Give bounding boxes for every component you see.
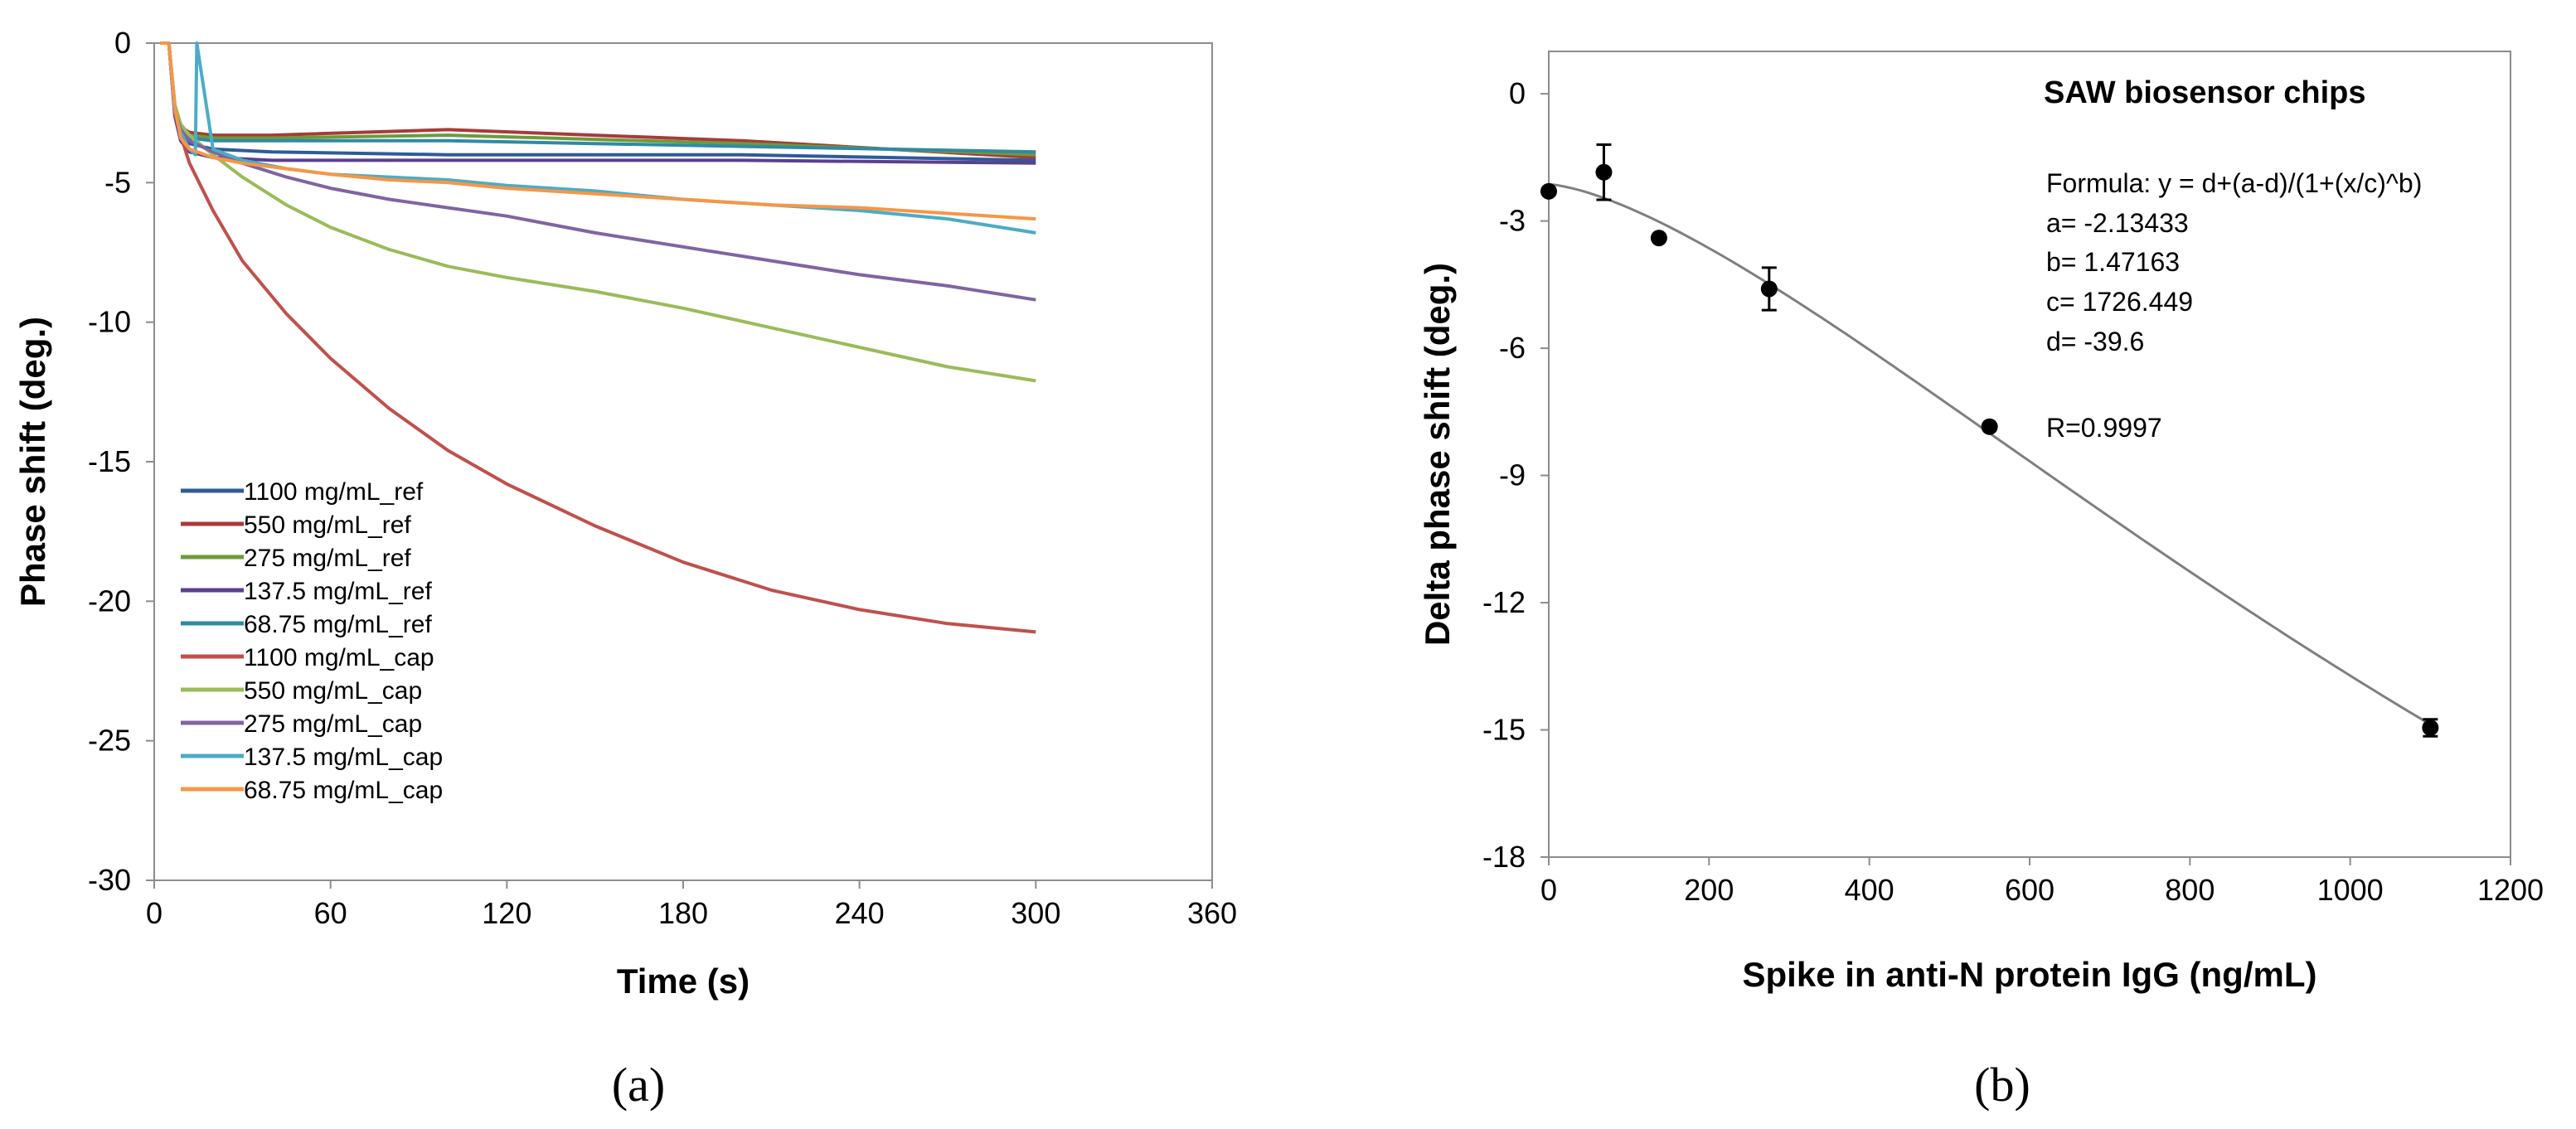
- chart-b-xtick-label: 0: [1540, 873, 1557, 907]
- chart-b-annotation-line: d= -39.6: [2046, 327, 2144, 356]
- chart-a-xtick-label: 0: [146, 896, 163, 930]
- chart-a-ytick-label: -10: [88, 305, 131, 339]
- chart-b-xtick-label: 800: [2165, 873, 2215, 907]
- chart-a-xtick-label: 300: [1011, 896, 1060, 930]
- chart-a-xtick-label: 240: [835, 896, 885, 930]
- chart-a-legend-label: 550 mg/mL_cap: [244, 677, 422, 705]
- chart-a-legend-label: 275 mg/mL_ref: [244, 545, 411, 572]
- chart-b-title: SAW biosensor chips: [2044, 75, 2366, 110]
- chart-b-xtick-label: 200: [1684, 873, 1734, 907]
- chart-b-annotations: Formula: y = d+(a-d)/(1+(x/c)^b) a= -2.13…: [2046, 168, 2422, 443]
- chart-a-xtick-label: 360: [1187, 896, 1237, 930]
- chart-a-ytick-label: 0: [114, 26, 131, 60]
- chart-a-xtick-label: 60: [314, 896, 347, 930]
- chart-b-ytick-label: 0: [1509, 76, 1526, 110]
- chart-a-legend-label: 137.5 mg/mL_ref: [244, 578, 432, 605]
- chart-b: 0 200 400 600 800 1000 1200 0 -3 -6 -9 -12 -15 -18 SA…: [1418, 51, 2544, 1112]
- chart-a-xtick-label: 180: [658, 896, 708, 930]
- chart-b-point: [1540, 182, 1557, 200]
- chart-b-point: [1595, 163, 1613, 181]
- panel-label-b: (b): [1974, 1058, 2030, 1112]
- chart-a-legend-label: 1100 mg/mL_cap: [244, 644, 434, 671]
- chart-a-legend-label: 137.5 mg/mL_cap: [244, 744, 443, 771]
- chart-b-plot-area: [1548, 51, 2511, 858]
- chart-a-legend-label: 68.75 mg/mL_ref: [244, 611, 432, 638]
- chart-a-axes: 0 60 120 180 240 300 360 0 -5 -10 -15 -20 -25 -30: [88, 26, 1237, 930]
- chart-a-plot-area: [153, 42, 1213, 881]
- chart-b-points: [1540, 143, 2439, 738]
- chart-b-ytick-label: -18: [1482, 840, 1526, 874]
- chart-b-ytick-label: -12: [1482, 585, 1526, 619]
- chart-b-ytick-label: -3: [1499, 204, 1526, 238]
- panel-label-a: (a): [612, 1058, 665, 1112]
- chart-a-legend: 1100 mg/mL_ref 550 mg/mL_ref 275 mg/mL_ref…: [181, 478, 443, 804]
- chart-b-xlabel: Spike in anti-N protein IgG (ng/mL): [1743, 955, 2317, 994]
- chart-b-ytick-label: -9: [1499, 458, 1526, 492]
- chart-a-ytick-label: -30: [88, 863, 131, 897]
- chart-b-annotation-line: b= 1.47163: [2046, 247, 2180, 277]
- chart-a-ytick-label: -5: [104, 165, 131, 199]
- chart-b-ytick-label: -6: [1499, 331, 1526, 365]
- chart-a-legend-label: 1100 mg/mL_ref: [244, 478, 424, 506]
- chart-b-annotation-line: a= -2.13433: [2046, 208, 2189, 238]
- chart-a-xtick-label: 120: [482, 896, 531, 930]
- chart-b-xtick-label: 400: [1845, 873, 1894, 907]
- chart-a-series-group: [160, 41, 1036, 634]
- chart-a-ytick-label: -15: [88, 444, 131, 478]
- chart-b-annotation-line: R=0.9997: [2046, 413, 2162, 443]
- chart-a-legend-label: 68.75 mg/mL_cap: [244, 777, 443, 804]
- chart-a-xlabel: Time (s): [617, 962, 750, 1001]
- chart-a-ytick-label: -25: [88, 724, 131, 758]
- chart-b-annotation-line: c= 1726.449: [2046, 287, 2193, 317]
- chart-a-series-line-10: [160, 41, 1036, 221]
- chart-a-legend-label: 550 mg/mL_ref: [244, 511, 411, 539]
- chart-a-ytick-label: -20: [88, 584, 131, 618]
- chart-b-xtick-label: 1000: [2317, 873, 2384, 907]
- chart-b-ytick-label: -15: [1482, 713, 1526, 747]
- chart-a-legend-label: 275 mg/mL_cap: [244, 710, 422, 738]
- chart-a: 0 60 120 180 240 300 360 0 -5 -10 -15 -20 -25 -30 110…: [13, 26, 1237, 1112]
- chart-b-xtick-label: 1200: [2477, 873, 2544, 907]
- chart-b-point: [1650, 230, 1667, 247]
- chart-a-ylabel: Phase shift (deg.): [13, 317, 52, 607]
- chart-b-point: [2422, 719, 2439, 736]
- chart-b-ylabel: Delta phase shift (deg.): [1418, 263, 1457, 646]
- chart-b-xtick-label: 600: [2005, 873, 2054, 907]
- chart-b-axes: 0 200 400 600 800 1000 1200 0 -3 -6 -9 -12 -15 -18: [1482, 76, 2544, 907]
- chart-b-point: [1981, 418, 1998, 435]
- chart-b-point: [1760, 280, 1778, 298]
- chart-b-annotation-line: Formula: y = d+(a-d)/(1+(x/c)^b): [2046, 168, 2422, 198]
